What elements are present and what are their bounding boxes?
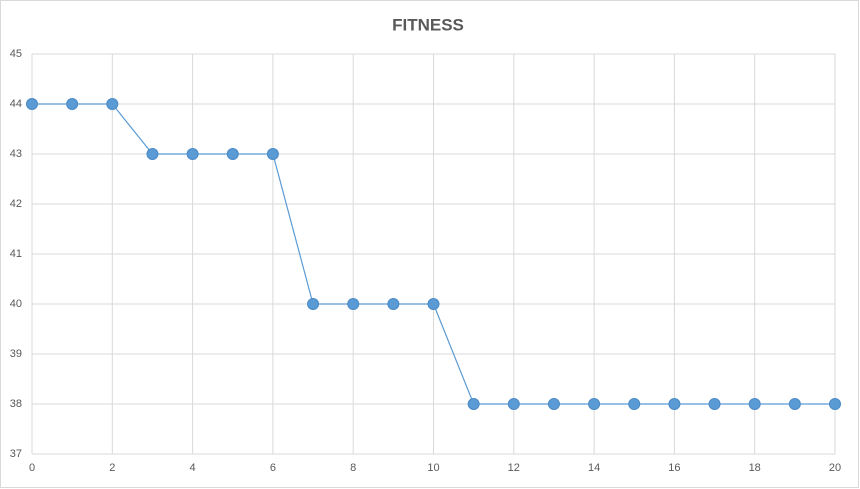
data-point <box>467 398 480 410</box>
data-point <box>708 398 721 410</box>
data-point <box>347 298 360 310</box>
data-point <box>146 148 159 160</box>
data-point <box>26 98 38 110</box>
y-tick-label: 40 <box>10 298 22 310</box>
data-point <box>266 148 279 160</box>
y-tick-label: 45 <box>10 48 22 60</box>
data-point <box>387 298 400 310</box>
x-tick-label: 2 <box>109 462 115 474</box>
data-point <box>106 98 119 110</box>
data-point <box>788 398 801 410</box>
y-tick-label: 43 <box>10 148 22 160</box>
x-tick-label: 12 <box>508 462 520 474</box>
data-point <box>507 398 520 410</box>
x-tick-label: 0 <box>29 462 35 474</box>
data-point <box>829 398 841 410</box>
x-tick-label: 18 <box>749 462 761 474</box>
x-tick-label: 10 <box>427 462 439 474</box>
x-tick-label: 8 <box>350 462 356 474</box>
data-point <box>668 398 681 410</box>
y-tick-label: 44 <box>10 98 22 110</box>
data-point <box>427 298 440 310</box>
x-tick-label: 16 <box>668 462 680 474</box>
x-tick-label: 4 <box>190 462 196 474</box>
y-tick-label: 38 <box>10 398 22 410</box>
data-point <box>547 398 560 410</box>
data-point <box>748 398 761 410</box>
y-tick-label: 39 <box>10 348 22 360</box>
x-tick-label: 6 <box>270 462 276 474</box>
data-point <box>628 398 641 410</box>
data-point <box>307 298 320 310</box>
y-tick-label: 37 <box>10 448 22 460</box>
x-tick-label: 20 <box>829 462 841 474</box>
data-point <box>588 398 601 410</box>
data-point <box>186 148 199 160</box>
y-tick-label: 42 <box>10 198 22 210</box>
y-tick-label: 41 <box>10 248 22 260</box>
data-point <box>66 98 79 110</box>
data-point <box>226 148 239 160</box>
chart-title: FITNESS <box>392 15 464 34</box>
x-tick-label: 14 <box>588 462 600 474</box>
